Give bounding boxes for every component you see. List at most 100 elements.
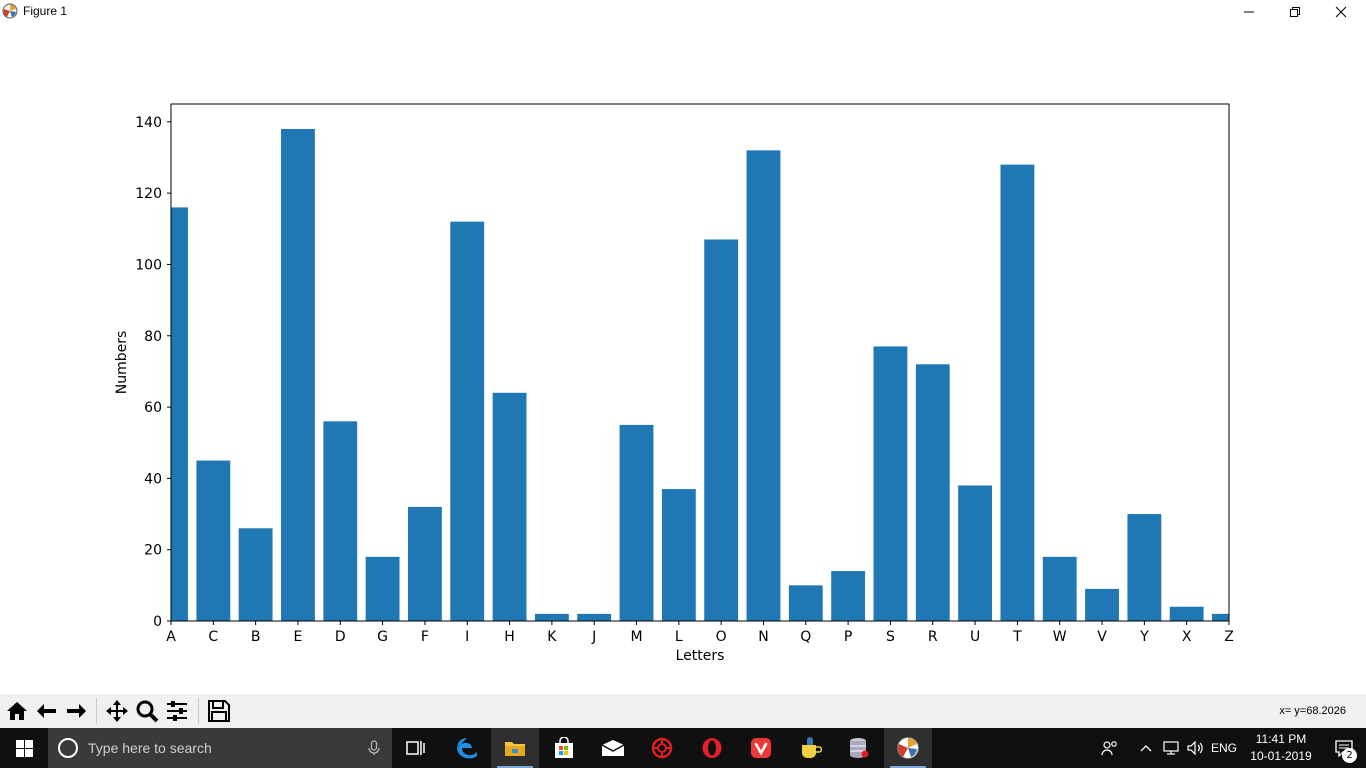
bar-E [281, 128, 315, 621]
navigation-toolbar: x= y=68.2026 [0, 694, 1366, 728]
home-button[interactable] [3, 696, 31, 726]
back-icon [37, 704, 56, 718]
forward-button[interactable] [62, 696, 90, 726]
save-button[interactable] [205, 696, 233, 726]
bar-P [831, 571, 866, 621]
matplotlib-figure-app[interactable] [884, 728, 932, 768]
bar-J [577, 613, 612, 621]
microphone-icon[interactable] [366, 740, 382, 756]
figure-canvas[interactable]: 0 20 40 60 80 100 120 140 A C B E D G F I H K J M L O N Q P S R U T… [0, 24, 1366, 694]
volume-button[interactable] [1184, 728, 1206, 768]
x-tick-label: U [970, 629, 980, 645]
mail-app[interactable] [589, 728, 637, 768]
matplotlib-icon [2, 3, 18, 19]
clock-time: 11:41 PM [1255, 732, 1307, 746]
bar-K [534, 613, 569, 621]
configure-subplots-icon [167, 701, 187, 721]
back-button[interactable] [33, 696, 61, 726]
bar-V [1085, 588, 1119, 621]
start-button[interactable] [0, 728, 48, 768]
y-tick-label: 140 [135, 115, 162, 131]
store-app[interactable] [540, 728, 588, 768]
minimize-button[interactable] [1226, 0, 1272, 24]
close-icon [1335, 6, 1347, 18]
active-indicator [890, 766, 926, 768]
x-tick-label: H [504, 629, 515, 645]
x-tick-label: J [591, 629, 596, 645]
edge-app[interactable] [443, 728, 491, 768]
cortana-icon [58, 738, 78, 758]
search-placeholder: Type here to search [88, 740, 212, 756]
x-tick-label: B [251, 629, 261, 645]
save-icon [208, 700, 230, 722]
zoom-icon [136, 700, 159, 723]
x-tick-label: I [465, 629, 469, 645]
x-tick-label: O [716, 629, 727, 645]
clock[interactable]: 11:41 PM 10-01-2019 [1246, 731, 1316, 765]
action-center-button[interactable]: 2 [1322, 728, 1366, 768]
restore-button[interactable] [1272, 0, 1318, 24]
store-icon [555, 737, 573, 758]
home-icon [7, 702, 27, 720]
x-tick-label: S [886, 629, 895, 645]
opera-app[interactable] [688, 728, 736, 768]
restore-icon [1290, 7, 1300, 17]
bar-T [1000, 164, 1035, 621]
bar-Y [1127, 514, 1162, 621]
x-tick-label: D [335, 629, 346, 645]
active-indicator [497, 766, 533, 768]
people-button[interactable] [1096, 728, 1124, 768]
toolbar-separator [198, 698, 199, 724]
file-explorer-app[interactable] [491, 728, 539, 768]
x-tick-label: G [377, 629, 388, 645]
database-app[interactable] [835, 728, 883, 768]
app-red-icon [651, 737, 673, 759]
python-idle-app[interactable] [786, 728, 834, 768]
language-indicator[interactable]: ENG [1210, 741, 1237, 755]
bar-Q [788, 585, 823, 621]
vivaldi-app[interactable] [737, 728, 785, 768]
x-tick-label: C [208, 629, 218, 645]
pan-button[interactable] [103, 696, 131, 726]
red-app[interactable] [638, 728, 686, 768]
bar-chart: 0 20 40 60 80 100 120 140 A C B E D G F I H K J M L O N Q P S R U T… [114, 103, 1234, 664]
x-tick-label: Z [1224, 629, 1234, 645]
search-box[interactable]: Type here to search [48, 728, 392, 768]
bar-U [958, 485, 993, 621]
y-tick-label: 20 [144, 543, 162, 559]
show-hidden-icons-button[interactable] [1136, 728, 1156, 768]
people-icon [1101, 741, 1117, 756]
bar-L [661, 489, 696, 621]
title-bar: Figure 1 [0, 0, 1366, 24]
close-button[interactable] [1318, 0, 1364, 24]
bar-H [492, 392, 527, 621]
vivaldi-icon [751, 738, 771, 758]
opera-icon [702, 738, 722, 758]
edge-icon [457, 738, 477, 759]
x-tick-label: N [758, 629, 768, 645]
pan-icon [106, 700, 128, 722]
mail-icon [601, 740, 625, 756]
bar-B [238, 528, 273, 621]
x-tick-label: P [844, 629, 852, 645]
network-button[interactable] [1160, 728, 1182, 768]
x-tick-label: R [928, 629, 938, 645]
chevron-up-icon [1140, 745, 1152, 752]
bar-S [873, 346, 908, 621]
window-title: Figure 1 [23, 4, 68, 18]
bar-G [365, 556, 400, 621]
bar-A [171, 207, 188, 621]
bar-C [196, 460, 231, 621]
y-tick-label: 60 [144, 400, 162, 416]
coordinate-readout: x= y=68.2026 [1279, 705, 1346, 717]
x-tick-label: F [421, 629, 429, 645]
x-tick-label: W [1053, 629, 1067, 645]
taskbar: Type here to search [0, 728, 1366, 768]
task-view-button[interactable] [392, 728, 440, 768]
task-view-icon [406, 741, 425, 755]
configure-subplots-button[interactable] [163, 696, 191, 726]
x-tick-label: V [1097, 629, 1107, 645]
bar-X [1169, 606, 1204, 621]
zoom-button[interactable] [133, 696, 161, 726]
y-tick-label: 100 [135, 257, 162, 273]
